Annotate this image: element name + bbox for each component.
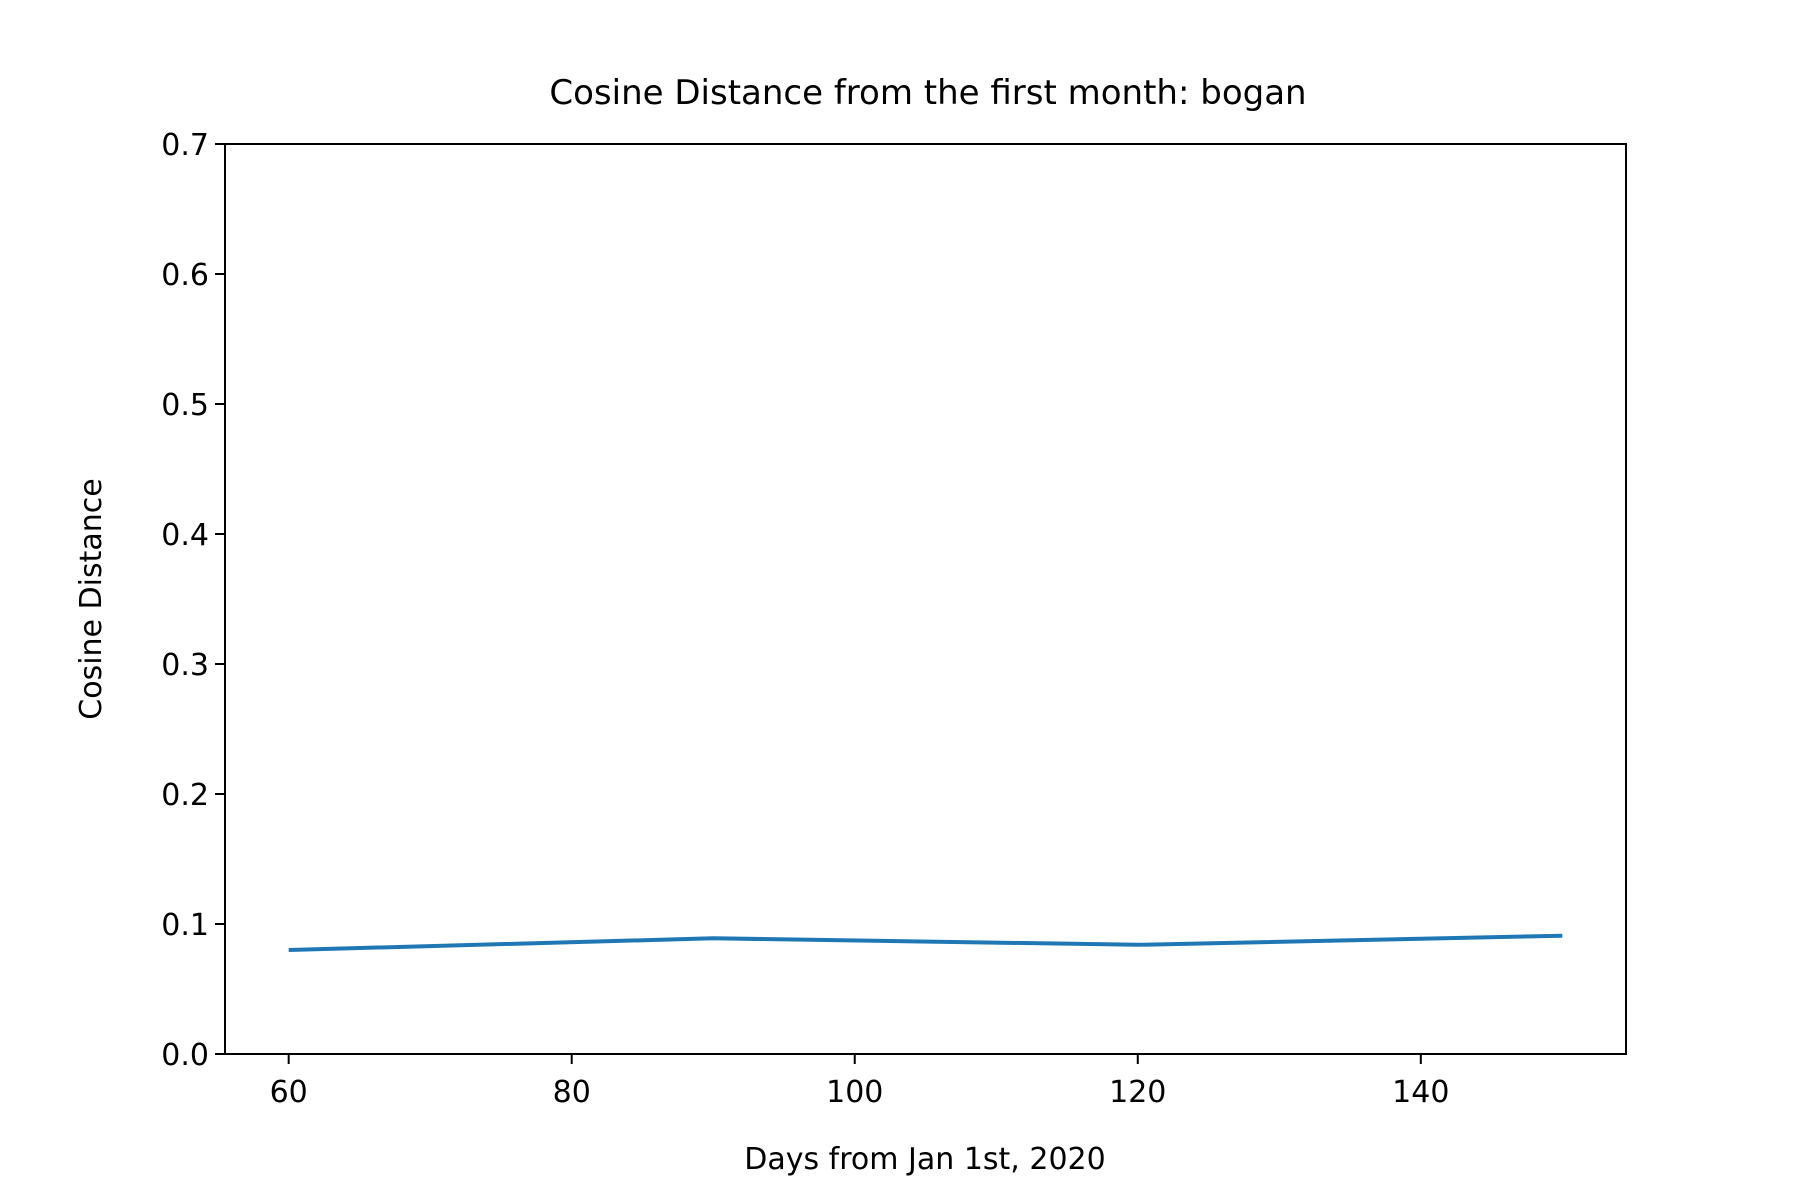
- x-axis-label: Days from Jan 1st, 2020: [744, 1142, 1105, 1177]
- x-tick-label: 140: [1392, 1075, 1449, 1110]
- y-axis-ticks: 0.0 0.1 0.2 0.3 0.4 0.5 0.6 0.7: [161, 128, 225, 1073]
- x-tick-label: 100: [826, 1075, 883, 1110]
- y-tick-label: 0.3: [161, 648, 209, 683]
- plot-frame: [224, 143, 1627, 1055]
- x-axis-ticks: 60 80 100 120 140: [270, 1054, 1449, 1110]
- y-tick-label: 0.5: [161, 388, 209, 423]
- x-tick-label: 80: [553, 1075, 591, 1110]
- plot-series: [288, 933, 1563, 952]
- y-tick-label: 0.7: [161, 128, 209, 163]
- y-tick-label: 0.4: [161, 518, 209, 553]
- y-tick-label: 0.2: [161, 778, 209, 813]
- x-tick-label: 60: [270, 1075, 308, 1110]
- chart-title: Cosine Distance from the first month: bo…: [549, 73, 1306, 113]
- y-axis-label: Cosine Distance: [74, 478, 109, 719]
- y-tick-label: 0.1: [161, 908, 209, 943]
- x-tick-label: 120: [1109, 1075, 1166, 1110]
- y-tick-label: 0.6: [161, 258, 209, 293]
- series-line: [288, 933, 1563, 952]
- y-tick-label: 0.0: [161, 1038, 209, 1073]
